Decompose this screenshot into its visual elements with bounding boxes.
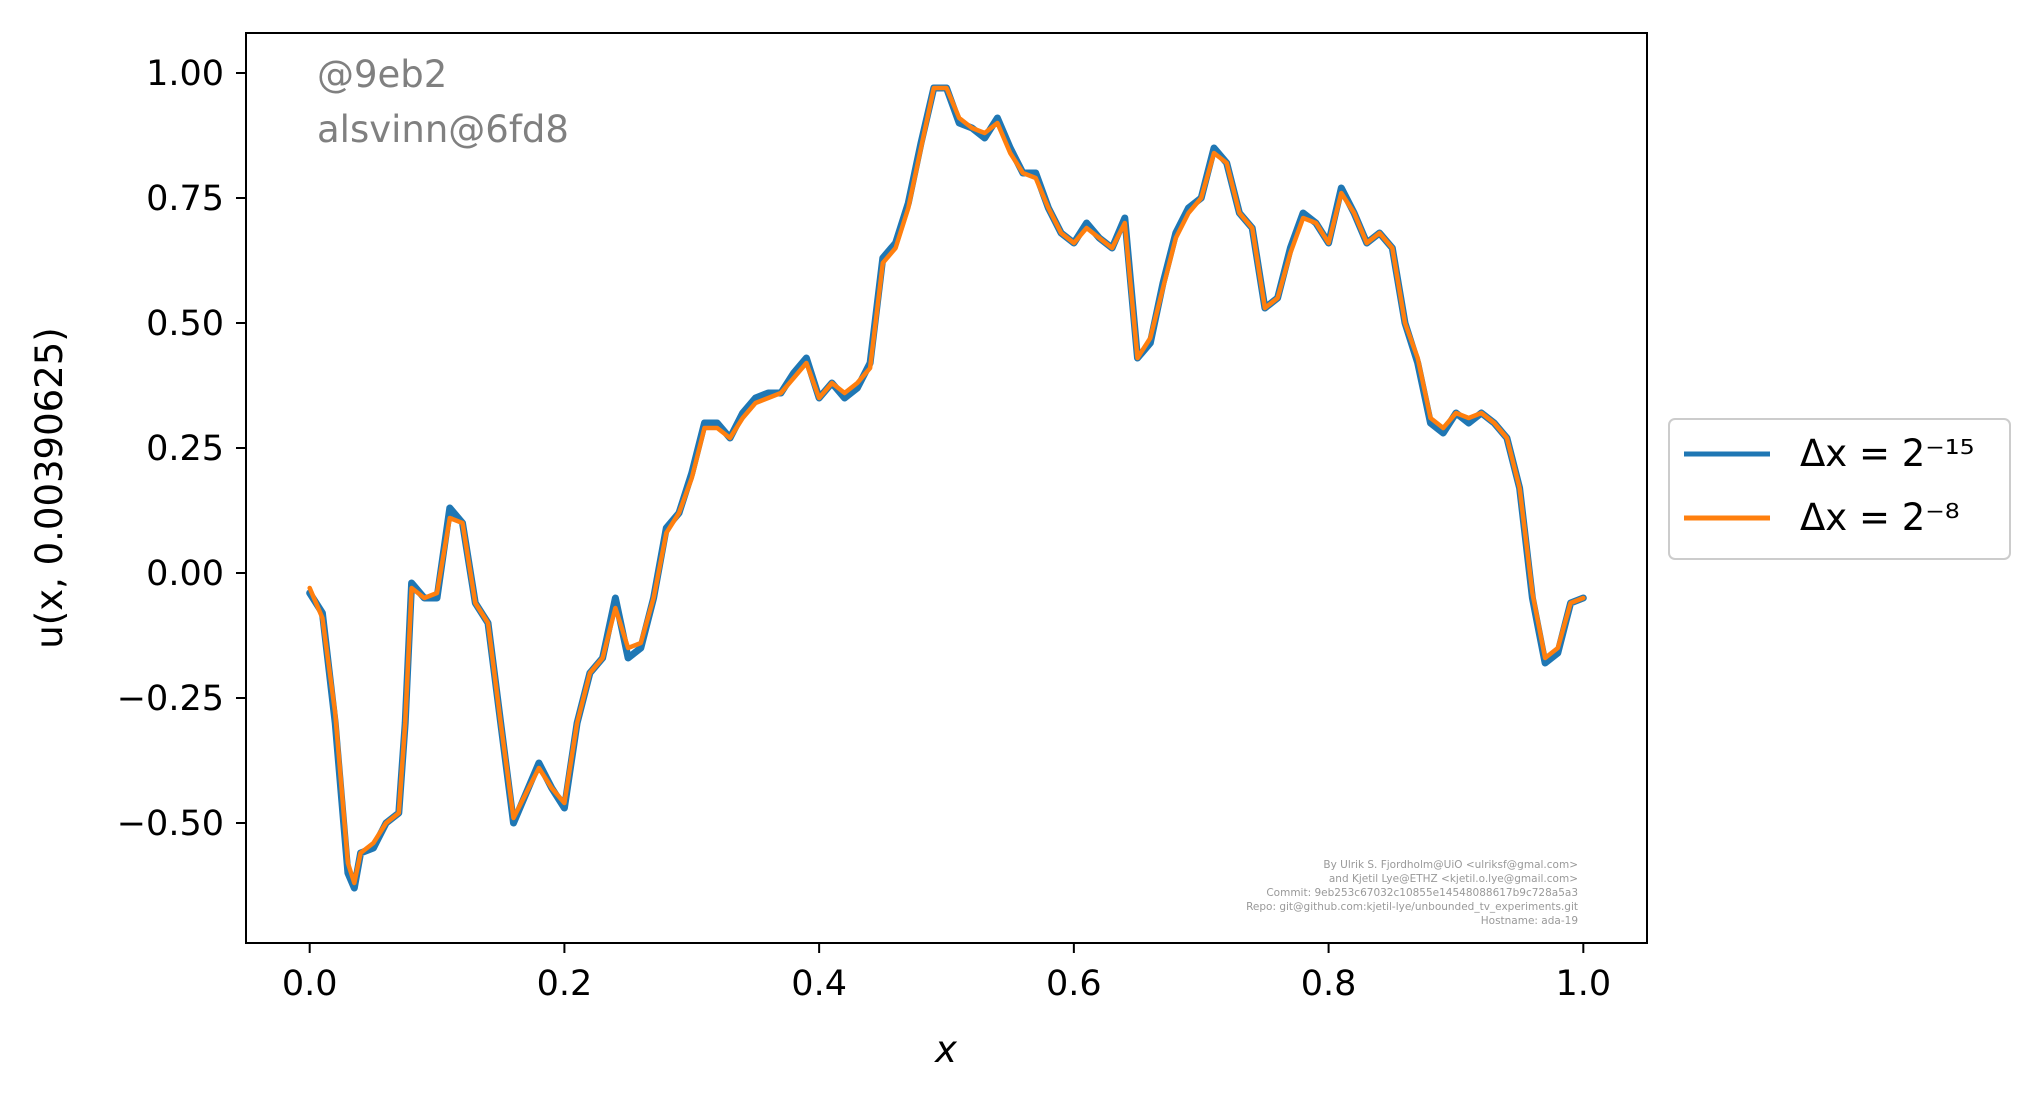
credit-block: By Ulrik S. Fjordholm@UiO <ulriksf@gmal.…: [1246, 859, 1578, 927]
x-tick-label: 0.4: [791, 964, 847, 1004]
credit-line: and Kjetil Lye@ETHZ <kjetil.o.lye@gmail.…: [1329, 873, 1578, 885]
stamp-host: alsvinn@6fd8: [317, 108, 569, 151]
x-axis-label: x: [934, 1028, 958, 1071]
y-axis: 1.00 0.75 0.50 0.25 0.00 −0.25 −0.50: [117, 54, 246, 844]
y-tick-label: 0.50: [146, 304, 224, 344]
x-tick-label: 0.6: [1046, 964, 1102, 1004]
x-tick-label: 1.0: [1555, 964, 1611, 1004]
credit-line: Commit: 9eb253c67032c10855e14548088617b9…: [1266, 887, 1578, 899]
y-tick-label: 0.75: [146, 179, 224, 219]
x-tick-label: 0.0: [282, 964, 338, 1004]
y-tick-label: −0.50: [117, 804, 224, 844]
credit-line: By Ulrik S. Fjordholm@UiO <ulriksf@gmal.…: [1323, 859, 1578, 871]
x-axis: 0.0 0.2 0.4 0.6 0.8 1.0: [282, 943, 1611, 1004]
y-tick-label: 1.00: [146, 54, 224, 94]
legend: Δx = 2⁻¹⁵ Δx = 2⁻⁸: [1668, 418, 2011, 560]
y-tick-label: 0.25: [146, 429, 224, 469]
legend-label-coarse: Δx = 2⁻⁸: [1800, 496, 1960, 539]
plot-frame: [245, 32, 1648, 944]
credit-line: Hostname: ada-19: [1481, 915, 1578, 927]
legend-label-fine: Δx = 2⁻¹⁵: [1800, 432, 1974, 475]
x-tick-label: 0.2: [537, 964, 593, 1004]
y-tick-label: 0.00: [146, 554, 224, 594]
y-tick-label: −0.25: [117, 679, 224, 719]
series-layer: [306, 84, 1587, 892]
credit-line: Repo: git@github.com:kjetil-lye/unbounde…: [1246, 901, 1578, 913]
stamp-commit: @9eb2: [317, 53, 447, 96]
x-tick-label: 0.8: [1301, 964, 1357, 1004]
series-line-coarse: [307, 85, 1586, 886]
y-axis-label: u(x, 0.00390625): [28, 327, 71, 648]
